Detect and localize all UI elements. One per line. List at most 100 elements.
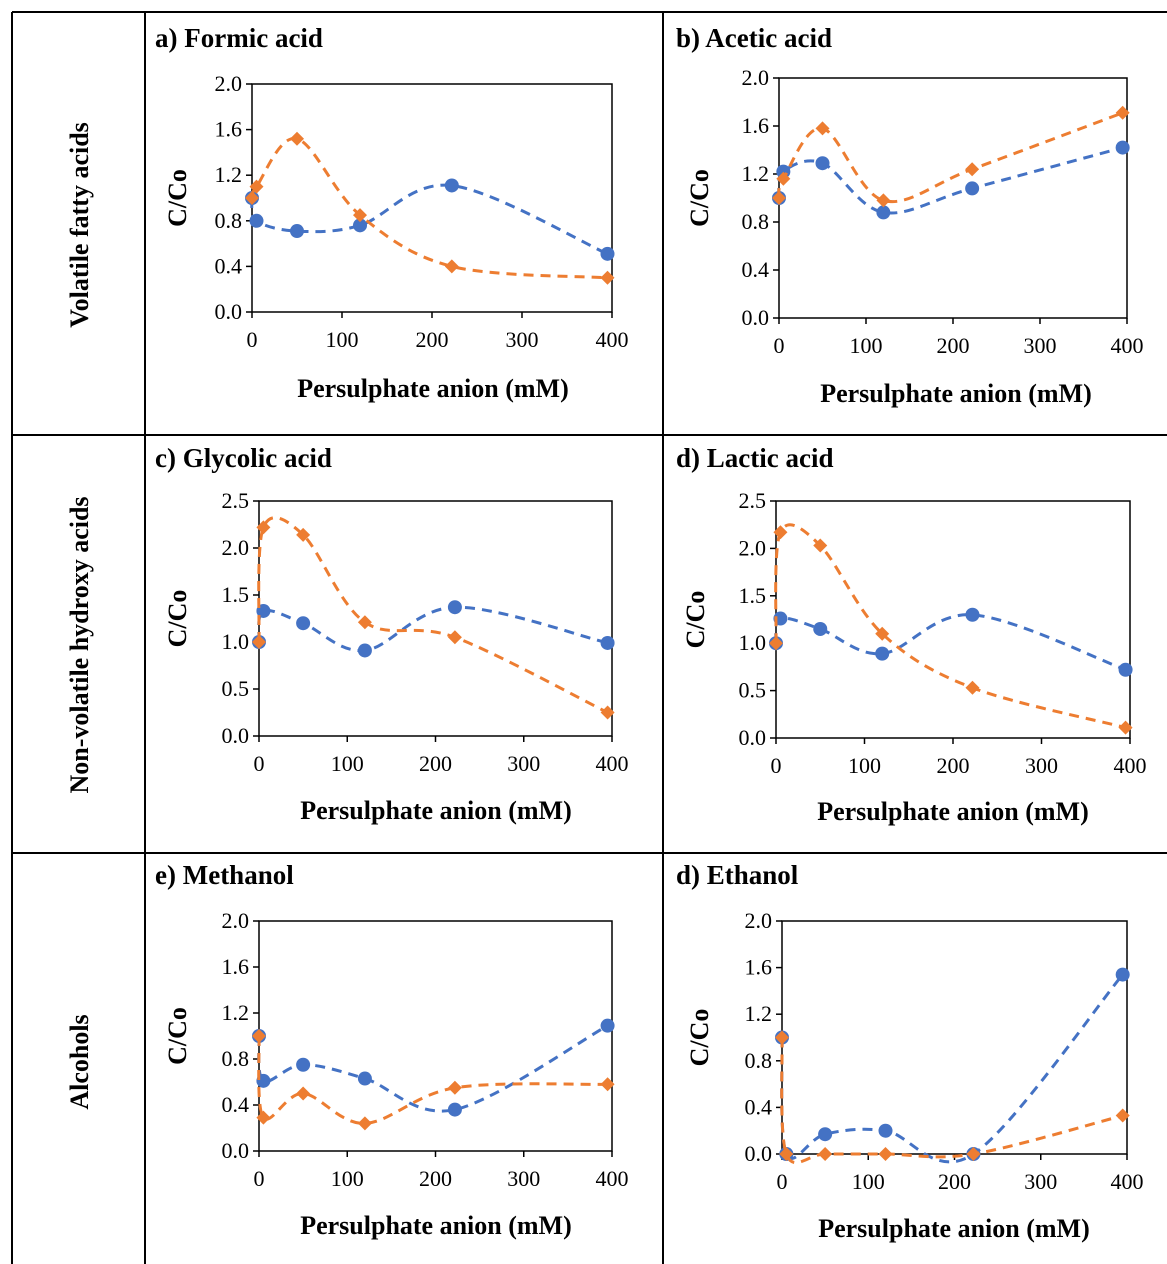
plot-area (778, 77, 1128, 319)
series-orange-diamonds (769, 523, 1133, 735)
series-orange-diamonds (252, 516, 615, 720)
chart-panel: d) Lactic acid 0.0 0.5 1.0 1.5 2.0 2.5 0 100 200 3… (676, 443, 1147, 826)
y-tick-label: 0.8 (742, 209, 770, 234)
data-point-circle (1115, 967, 1130, 982)
data-point-circle (965, 607, 980, 622)
data-point-diamond (878, 1147, 893, 1161)
y-tick-label: 2.0 (215, 71, 243, 96)
x-tick-label: 0 (771, 753, 782, 778)
y-axis-title: C/Co (685, 169, 714, 227)
data-point-diamond (769, 636, 783, 651)
series-trend-line (780, 973, 1124, 1164)
series-orange-diamonds (245, 131, 615, 285)
x-axis-title: Persulphate anion (mM) (300, 1211, 572, 1240)
y-tick-label: 0.8 (222, 1046, 250, 1071)
row-label-alcohols: Alcohols (65, 1014, 94, 1109)
x-tick-label: 0 (254, 751, 265, 776)
y-tick-label: 1.5 (739, 583, 767, 608)
chart-panel: b) Acetic acid 0.0 0.4 0.8 1.2 1.6 2.0 0 100 200 3… (676, 23, 1144, 408)
data-point-diamond (779, 1147, 794, 1161)
series-trend-line (777, 111, 1124, 204)
data-point-circle (600, 1018, 615, 1033)
data-point-circle (1115, 140, 1130, 155)
y-tick-label: 1.2 (745, 1001, 773, 1026)
plot-area (775, 500, 1131, 739)
x-tick-label: 100 (331, 751, 364, 776)
y-axis-title: C/Co (685, 1009, 714, 1067)
series-blue-circles (775, 967, 1130, 1164)
series-blue-circles (245, 178, 615, 261)
data-point-circle (815, 156, 830, 171)
series-blue-circles (252, 1018, 615, 1117)
y-tick-label: 0.4 (745, 1094, 773, 1119)
x-tick-label: 200 (938, 1169, 971, 1194)
data-point-circle (876, 205, 891, 220)
data-point-diamond (815, 121, 830, 136)
series-trend-line (257, 1035, 608, 1125)
y-tick-label: 0.8 (215, 208, 243, 233)
series-orange-diamonds (772, 105, 1130, 208)
data-point-circle (296, 1057, 311, 1072)
data-point-circle (249, 213, 264, 228)
series-trend-line (774, 613, 1127, 672)
data-point-diamond (249, 179, 264, 194)
y-tick-label: 2.0 (222, 535, 250, 560)
y-tick-label: 1.6 (222, 954, 250, 979)
x-tick-label: 100 (852, 1169, 885, 1194)
y-axis-title: C/Co (163, 590, 192, 648)
data-point-diamond (357, 1116, 372, 1131)
x-tick-label: 200 (419, 1166, 452, 1191)
row-label-volatile-fatty-acids: Volatile fatty acids (65, 122, 94, 328)
x-tick-label: 400 (1114, 753, 1147, 778)
data-point-diamond (1118, 720, 1133, 735)
x-axis-title: Persulphate anion (mM) (817, 797, 1089, 826)
series-trend-line (780, 1037, 1124, 1165)
x-tick-label: 300 (1024, 1169, 1057, 1194)
y-tick-label: 0.4 (222, 1092, 250, 1117)
chart-title: d) Ethanol (676, 860, 799, 890)
data-point-diamond (447, 1080, 462, 1095)
data-point-circle (353, 218, 367, 233)
series-blue-circles (769, 607, 1133, 677)
chart-panel: e) Methanol 0.0 0.4 0.8 1.2 1.6 2.0 0 100 200 300 4… (155, 860, 629, 1240)
series-blue-circles (772, 140, 1130, 220)
data-point-diamond (447, 630, 462, 645)
data-point-diamond (773, 525, 788, 540)
chart-panel: a) Formic acid 0.0 0.4 0.8 1.2 1.6 2.0 0 100 200 3… (155, 23, 629, 403)
y-tick-label: 0.0 (215, 299, 243, 324)
data-point-diamond (1115, 1108, 1130, 1123)
x-tick-label: 0 (774, 333, 785, 358)
series-trend-line (257, 1024, 609, 1113)
x-tick-label: 200 (419, 751, 452, 776)
data-point-diamond (357, 615, 372, 630)
series-trend-line (250, 183, 609, 256)
data-point-circle (290, 224, 304, 239)
data-point-diamond (966, 1147, 981, 1161)
chart-panel: c) Glycolic acid 0.0 0.5 1.0 1.5 2.0 2.5 0 100 20… (155, 443, 629, 825)
y-tick-label: 1.5 (222, 582, 250, 607)
x-axis-title: Persulphate anion (mM) (300, 796, 572, 825)
data-point-diamond (775, 1030, 789, 1045)
y-tick-label: 0.4 (215, 253, 243, 278)
data-point-diamond (772, 191, 786, 205)
data-point-diamond (252, 635, 266, 649)
y-tick-label: 0.0 (742, 305, 770, 330)
data-point-diamond (245, 191, 259, 205)
data-point-diamond (875, 626, 890, 641)
y-axis-title: C/Co (163, 1007, 192, 1065)
chart-title: e) Methanol (155, 860, 294, 890)
y-tick-label: 1.2 (215, 162, 243, 187)
data-point-diamond (965, 680, 980, 695)
plot-area (251, 83, 613, 313)
x-tick-label: 100 (850, 333, 883, 358)
data-point-diamond (776, 171, 791, 186)
data-point-circle (878, 1123, 893, 1138)
y-axis-title: C/Co (163, 169, 192, 227)
data-point-diamond (353, 208, 367, 223)
chart-title: d) Lactic acid (676, 443, 833, 473)
series-orange-diamonds (775, 1030, 1130, 1165)
data-point-diamond (818, 1147, 833, 1161)
data-point-circle (1118, 662, 1133, 677)
data-point-circle (965, 181, 980, 196)
